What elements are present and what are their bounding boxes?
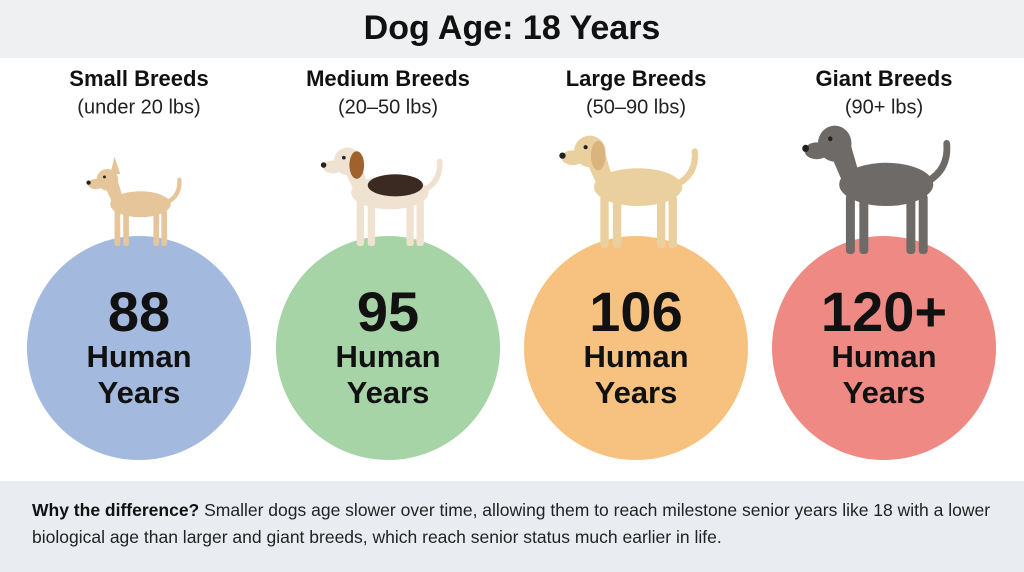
age-unit: Human [335,339,440,374]
breed-name: Large Breeds [566,66,707,91]
age-unit: Years [843,375,926,410]
breed-range: (50–90 lbs) [586,96,686,118]
breed-name: Small Breeds [69,66,208,91]
age-unit: Years [347,375,430,410]
footer: Why the difference? Smaller dogs age slo… [0,481,1024,572]
age-unit: Years [595,375,678,410]
breed-name: Medium Breeds [306,66,470,91]
breed-range: (under 20 lbs) [77,96,200,118]
age-unit: Human [583,339,688,374]
circle [276,236,500,460]
breed-range: (90+ lbs) [845,96,923,118]
circle [772,236,996,460]
footer-text: Smaller dogs age slower over time, allow… [32,500,991,547]
header-band [0,0,1024,58]
dog-illustration [559,136,695,248]
footer-lead: Why the difference? [32,500,200,520]
age-unit: Human [831,339,936,374]
age-unit: Years [98,375,181,410]
breed-name: Giant Breeds [816,66,953,91]
dog-illustration [802,126,947,254]
title: Dog Age: 18 Years [364,9,661,47]
infographic: Dog Age: 18 Years Small Br [0,0,1024,460]
dog-illustration [321,148,440,246]
breed-range: (20–50 lbs) [338,96,438,118]
human-age: 120+ [821,280,947,343]
circle [27,236,251,460]
circle [524,236,748,460]
human-age: 106 [589,280,682,343]
human-age: 88 [108,280,170,343]
human-age: 95 [357,280,419,343]
age-unit: Human [86,339,191,374]
dog-illustration [86,156,179,246]
